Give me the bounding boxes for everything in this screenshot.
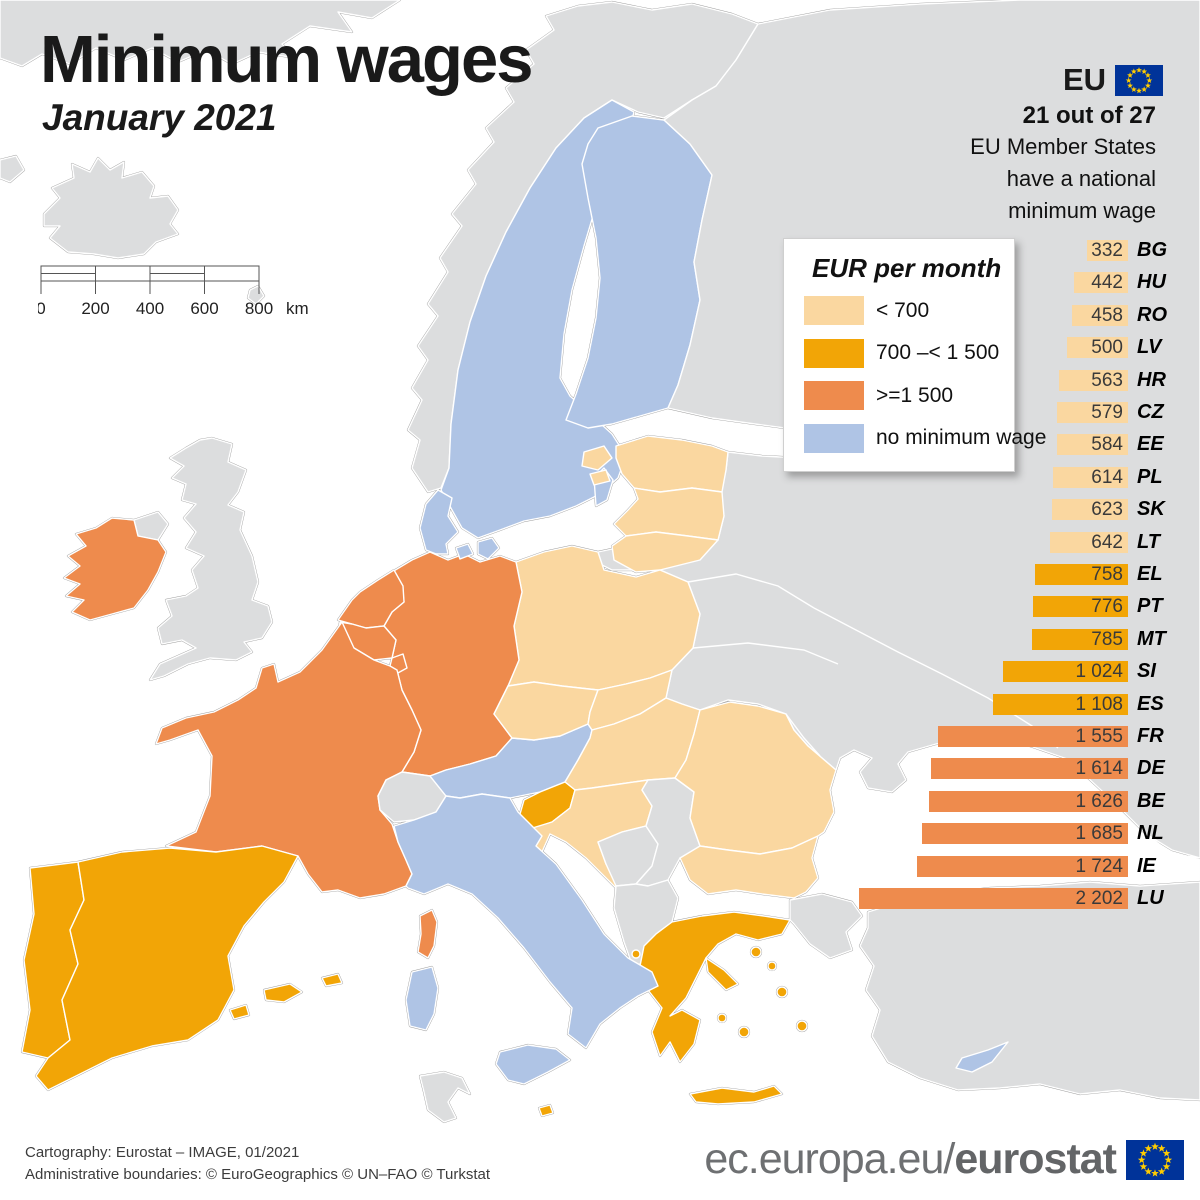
- country-sweden: [440, 99, 635, 539]
- legend-item-high: >=1 500: [804, 381, 953, 410]
- country-italy: [393, 793, 659, 1049]
- country-united-kingdom: [149, 437, 273, 681]
- url-bold: eurostat: [954, 1135, 1117, 1183]
- scale-bar-labels: 0 200 400 600 800 km: [38, 299, 309, 318]
- eu-label: EU: [1063, 62, 1107, 97]
- island-menorca: [321, 973, 343, 987]
- country-latvia: [613, 487, 725, 541]
- legend-swatch-none: [804, 423, 864, 453]
- country-lithuania: [611, 531, 719, 573]
- island-euboea: [705, 957, 739, 991]
- legend-label: < 700: [876, 298, 930, 322]
- country-greece: [639, 911, 791, 1063]
- island-aegean: [796, 1020, 808, 1032]
- legend-label: no minimum wage: [876, 426, 1047, 449]
- country-ireland: [63, 517, 167, 621]
- legend-swatch-high: [804, 381, 864, 410]
- legend-item-none: no minimum wage: [804, 423, 1047, 453]
- island-aegean: [776, 986, 788, 998]
- island-sicily: [495, 1044, 571, 1085]
- country-greenland-islet: [0, 155, 25, 183]
- page-subtitle: January 2021: [42, 97, 277, 138]
- island-sardinia: [405, 966, 439, 1031]
- legend-item-lt700: < 700: [804, 296, 929, 325]
- footer-credits: Cartography: Eurostat – IMAGE, 01/2021 A…: [25, 1142, 490, 1186]
- footer-line1: Cartography: Eurostat – IMAGE, 01/2021: [25, 1144, 300, 1161]
- note-block: 21 out of 27 EU Member States have a nati…: [896, 100, 1156, 227]
- eu-flag-icon: [1115, 64, 1164, 96]
- island-hiiumaa: [589, 469, 611, 486]
- legend: EUR per month < 700 700 –< 1 500 >=1 500 no…: [783, 238, 1046, 472]
- legend-swatch-lt700: [804, 296, 864, 325]
- country-estonia: [615, 435, 729, 493]
- country-spain: [35, 845, 299, 1091]
- legend-label: >=1 500: [876, 383, 954, 407]
- island-funen: [455, 543, 474, 560]
- country-turkey: [859, 881, 1200, 1101]
- country-bulgaria: [679, 835, 819, 899]
- country-cyprus: [955, 1041, 1009, 1073]
- title-block: Minimum wages January 2021: [40, 22, 533, 139]
- island-ibiza: [229, 1004, 250, 1020]
- island-zealand: [477, 537, 500, 560]
- legend-label: 700 –< 1 500: [876, 341, 1000, 364]
- note-line: have a national: [1006, 166, 1156, 191]
- island-aegean: [750, 946, 762, 958]
- eurostat-url: ec.europa.eu/eurostat: [704, 1135, 1117, 1184]
- eu-badge: EU: [1063, 62, 1164, 98]
- legend-swatch-mid: [804, 338, 864, 368]
- island-aegean: [738, 1026, 750, 1038]
- svg-text:200: 200: [81, 299, 109, 318]
- note-line: EU Member States: [970, 134, 1156, 159]
- note-headline: 21 out of 27: [1022, 102, 1156, 129]
- map-scale-bar: 0 200 400 600 800 km: [38, 265, 309, 318]
- country-faroe: [247, 285, 265, 305]
- svg-text:km: km: [286, 299, 309, 318]
- country-romania: [674, 701, 837, 855]
- country-malta: [538, 1104, 554, 1117]
- legend-item-mid: 700 –< 1 500: [804, 338, 1000, 368]
- note-lines: EU Member States have a national minimum w…: [896, 131, 1156, 227]
- island-ionian: [631, 949, 641, 959]
- country-denmark: [419, 489, 459, 555]
- footer-line2: Administrative boundaries: © EuroGeograp…: [25, 1166, 491, 1183]
- url-prefix: ec.europa.eu/: [704, 1135, 955, 1183]
- page-title: Minimum wages: [40, 22, 533, 97]
- eurostat-sitemark: ec.europa.eu/eurostat: [704, 1135, 1184, 1184]
- island-aegean: [767, 961, 777, 971]
- country-iceland: [43, 157, 179, 259]
- svg-text:0: 0: [38, 299, 46, 318]
- region-turkey-europe: [789, 893, 863, 959]
- svg-text:600: 600: [190, 299, 218, 318]
- legend-title: EUR per month: [812, 253, 1002, 283]
- island-crete: [689, 1085, 783, 1105]
- island-aegean: [717, 1013, 727, 1023]
- island-mallorca: [263, 983, 303, 1003]
- eu-flag-icon: [1126, 1139, 1184, 1180]
- svg-text:400: 400: [136, 299, 164, 318]
- svg-text:800: 800: [245, 299, 273, 318]
- note-line: minimum wage: [1008, 198, 1156, 223]
- island-corsica: [417, 909, 438, 959]
- region-tunisia: [419, 1071, 471, 1123]
- island-saaremaa: [581, 445, 613, 471]
- country-greenland: [0, 0, 401, 67]
